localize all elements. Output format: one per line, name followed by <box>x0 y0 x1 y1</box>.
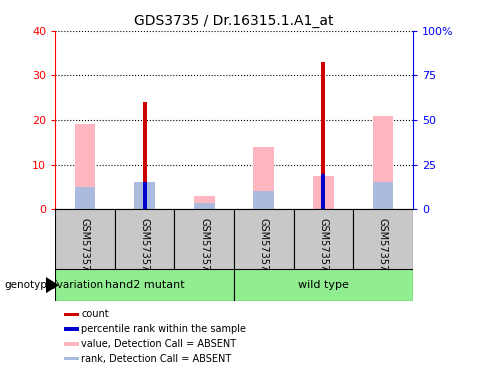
Bar <box>194 196 215 209</box>
Bar <box>234 209 294 269</box>
Bar <box>253 147 274 209</box>
Text: rank, Detection Call = ABSENT: rank, Detection Call = ABSENT <box>82 354 232 364</box>
Bar <box>294 209 353 269</box>
Text: GSM573577: GSM573577 <box>378 218 388 278</box>
Bar <box>372 116 394 209</box>
Bar <box>313 176 334 209</box>
Text: value, Detection Call = ABSENT: value, Detection Call = ABSENT <box>82 339 237 349</box>
Bar <box>194 203 215 209</box>
Text: GSM573576: GSM573576 <box>140 218 150 278</box>
Bar <box>115 209 174 269</box>
Bar <box>64 313 79 316</box>
Polygon shape <box>46 278 58 293</box>
Bar <box>174 209 234 269</box>
Text: genotype/variation: genotype/variation <box>5 280 104 290</box>
Bar <box>353 209 413 269</box>
Text: count: count <box>82 310 109 319</box>
Bar <box>134 187 155 209</box>
Title: GDS3735 / Dr.16315.1.A1_at: GDS3735 / Dr.16315.1.A1_at <box>134 14 334 28</box>
Bar <box>143 182 147 209</box>
Text: GSM573578: GSM573578 <box>199 218 209 278</box>
Text: GSM573574: GSM573574 <box>80 218 90 278</box>
Bar <box>253 192 274 209</box>
Bar <box>321 174 325 209</box>
Text: wild type: wild type <box>298 280 349 290</box>
Bar <box>64 342 79 346</box>
Bar <box>55 269 234 301</box>
Text: GSM573573: GSM573573 <box>259 218 269 278</box>
Bar <box>74 187 96 209</box>
Text: percentile rank within the sample: percentile rank within the sample <box>82 324 246 334</box>
Bar <box>143 102 147 209</box>
Bar <box>372 182 394 209</box>
Bar <box>64 357 79 361</box>
Text: GSM573575: GSM573575 <box>318 218 328 278</box>
Bar <box>74 124 96 209</box>
Text: hand2 mutant: hand2 mutant <box>105 280 184 290</box>
Bar <box>234 269 413 301</box>
Bar <box>321 62 325 209</box>
Bar <box>134 182 155 209</box>
Bar <box>64 327 79 331</box>
Bar <box>55 209 115 269</box>
